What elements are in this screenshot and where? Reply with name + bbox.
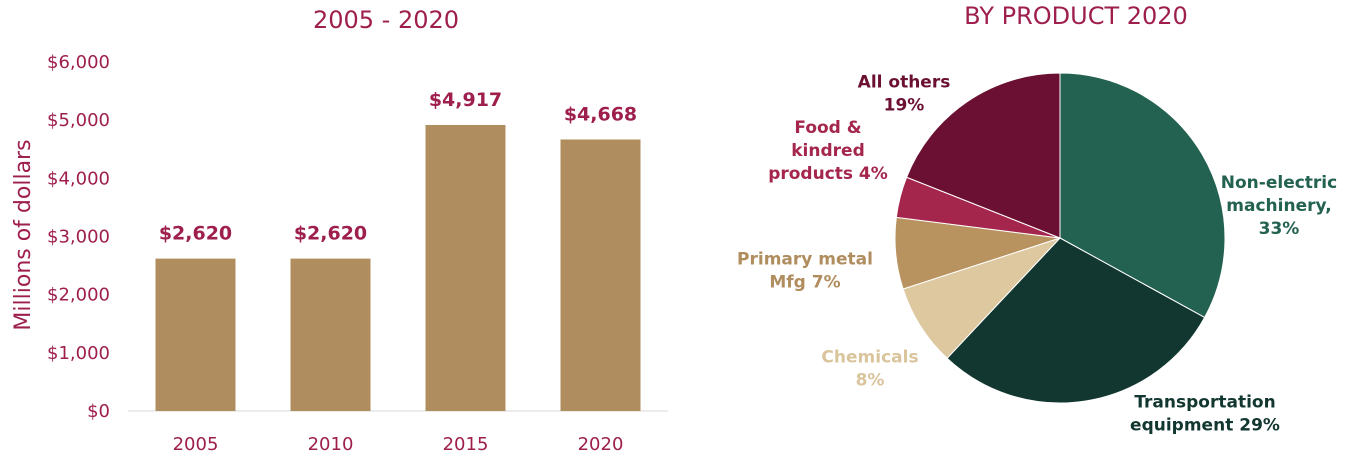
bar-value-label: $4,668 [564, 103, 637, 125]
pie-slice-label: equipment 29% [1130, 416, 1280, 436]
y-tick-label: $4,000 [47, 168, 110, 189]
bar-value-label: $4,917 [429, 89, 502, 111]
pie-slice [946, 237, 1206, 404]
x-tick-label: 2005 [173, 434, 219, 455]
pie-labels: Non-electric machinery, 33% Transportation e… [737, 73, 1337, 436]
x-tick-label: 2020 [578, 434, 624, 455]
bar-chart: 2005 - 2020 Millions of dollars $0 $1,000… [11, 6, 668, 455]
pie-slice-label: kindred [791, 141, 865, 161]
y-axis-label: Millions of dollars [11, 139, 36, 330]
pie-slice-label: products 4% [768, 164, 888, 184]
bar-2015 [425, 124, 506, 411]
y-axis-ticks: $0 $1,000 $2,000 $3,000 $4,000 $5,000 $6,000 [47, 52, 110, 422]
pie-slice-label: Primary metal [737, 250, 873, 270]
pie-slice [905, 72, 1061, 239]
x-tick-label: 2015 [443, 434, 489, 455]
bar-value-label: $2,620 [294, 223, 367, 245]
pie-slice-label: Food & [794, 118, 861, 138]
bar-2005 [155, 258, 236, 411]
bar-2010 [290, 258, 371, 411]
pie-slice-label: 19% [884, 96, 925, 116]
bar-series: $2,620 2005 $2,620 2010 $4,917 2015 $4,668 2020 [155, 89, 641, 455]
y-tick-label: $3,000 [47, 227, 110, 248]
pie-slice-label: All others [858, 73, 951, 93]
x-tick-label: 2010 [308, 434, 354, 455]
pie-slice-label: Mfg 7% [769, 273, 840, 293]
y-tick-label: $0 [87, 401, 110, 422]
pie-slice-label: 33% [1259, 219, 1300, 239]
pie-slice-label: machinery, [1226, 196, 1331, 216]
pie-slice-label: Transportation [1134, 393, 1275, 413]
y-tick-label: $2,000 [47, 285, 110, 306]
pie-chart-title: BY PRODUCT 2020 [964, 2, 1188, 30]
pie-slice-label: Non-electric [1221, 173, 1337, 193]
pie-slice-label: 8% [856, 371, 885, 391]
bar-2020 [560, 139, 641, 411]
y-tick-label: $5,000 [47, 110, 110, 131]
bar-chart-title: 2005 - 2020 [313, 6, 459, 34]
y-tick-label: $6,000 [47, 52, 110, 73]
pie-slices [894, 72, 1226, 404]
bar-value-label: $2,620 [159, 223, 232, 245]
y-tick-label: $1,000 [47, 343, 110, 364]
pie-slice-label: Chemicals [821, 348, 918, 368]
pie-slice [1059, 72, 1226, 319]
pie-chart: BY PRODUCT 2020 Non-electric machinery, 33… [737, 2, 1337, 436]
